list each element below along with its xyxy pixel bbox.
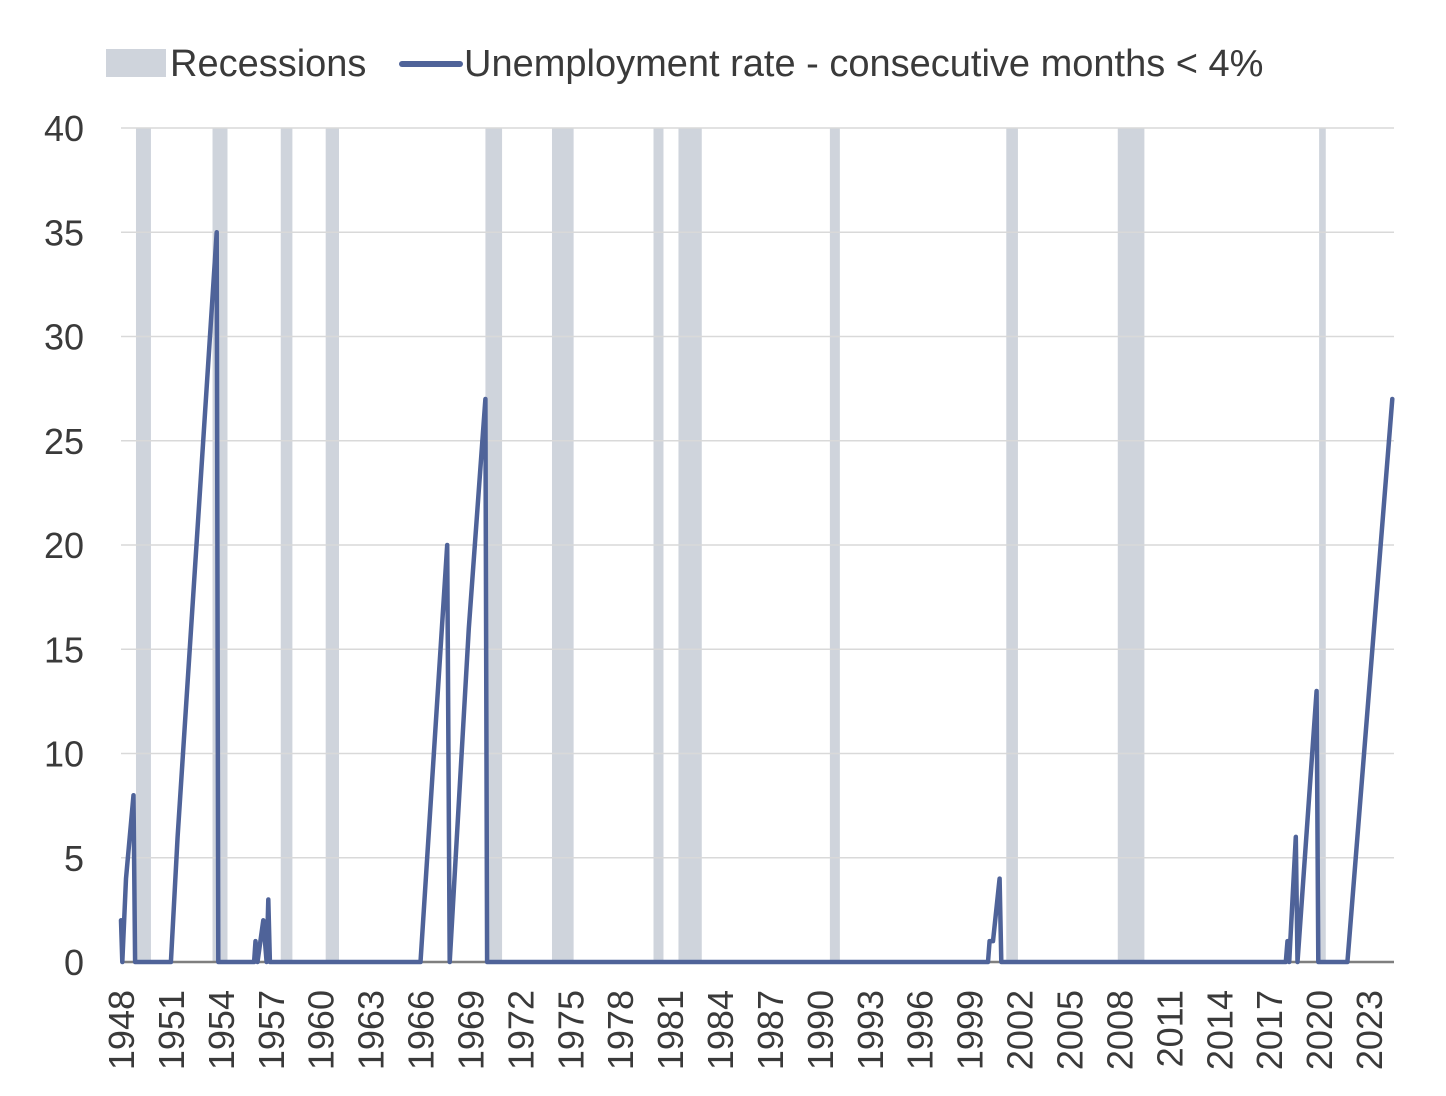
x-tick-label: 2011 — [1149, 990, 1190, 1067]
x-tick-label: 1969 — [450, 990, 491, 1070]
y-tick-label: 40 — [44, 108, 84, 149]
x-tick-label: 1999 — [950, 990, 991, 1070]
x-tick-label: 1990 — [800, 990, 841, 1070]
y-tick-label: 15 — [44, 629, 84, 670]
x-tick-label: 2014 — [1199, 990, 1240, 1070]
legend-label-recessions: Recessions — [170, 43, 366, 85]
y-tick-label: 20 — [44, 525, 84, 566]
x-tick-label: 1975 — [550, 990, 591, 1070]
legend-label-unemployment: Unemployment rate - consecutive months <… — [464, 43, 1263, 85]
x-tick-label: 1957 — [251, 990, 292, 1070]
x-tick-label: 1984 — [700, 990, 741, 1070]
y-tick-label: 0 — [64, 942, 84, 983]
x-tick-label: 1963 — [351, 990, 392, 1070]
x-tick-label: 2008 — [1099, 990, 1140, 1070]
legend: Recessions Unemployment rate - consecuti… — [106, 43, 1263, 85]
y-tick-label: 25 — [44, 421, 84, 462]
y-tick-label: 5 — [64, 838, 84, 879]
y-tick-label: 30 — [44, 317, 84, 358]
x-tick-label: 1996 — [900, 990, 941, 1070]
x-tick-label: 2002 — [1000, 990, 1041, 1070]
x-tick-label: 1966 — [401, 990, 442, 1070]
y-axis-tick-labels: 0 5 10 15 20 25 30 35 40 — [44, 108, 84, 983]
x-tick-label: 1960 — [301, 990, 342, 1070]
x-axis-tick-labels: 1948 1951 1954 1957 1960 1963 1966 1969 1972 1975… — [101, 990, 1390, 1070]
x-tick-label: 1993 — [850, 990, 891, 1070]
legend-swatch-recessions — [106, 49, 166, 77]
x-tick-label: 2020 — [1299, 990, 1340, 1070]
x-tick-label: 1954 — [201, 990, 242, 1070]
x-tick-label: 2017 — [1249, 990, 1290, 1070]
x-tick-label: 2023 — [1349, 990, 1390, 1070]
y-tick-label: 35 — [44, 212, 84, 253]
y-tick-label: 10 — [44, 734, 84, 775]
x-tick-label: 1981 — [650, 990, 691, 1070]
x-tick-label: 2005 — [1050, 990, 1091, 1070]
x-tick-label: 1948 — [101, 990, 142, 1070]
x-tick-label: 1951 — [151, 990, 192, 1070]
x-tick-label: 1987 — [750, 990, 791, 1070]
x-tick-label: 1972 — [500, 990, 541, 1070]
series-layer — [118, 230, 1395, 965]
gridlines — [121, 127, 1394, 859]
x-tick-label: 1978 — [600, 990, 641, 1070]
series-line-unemployment — [118, 230, 1395, 965]
